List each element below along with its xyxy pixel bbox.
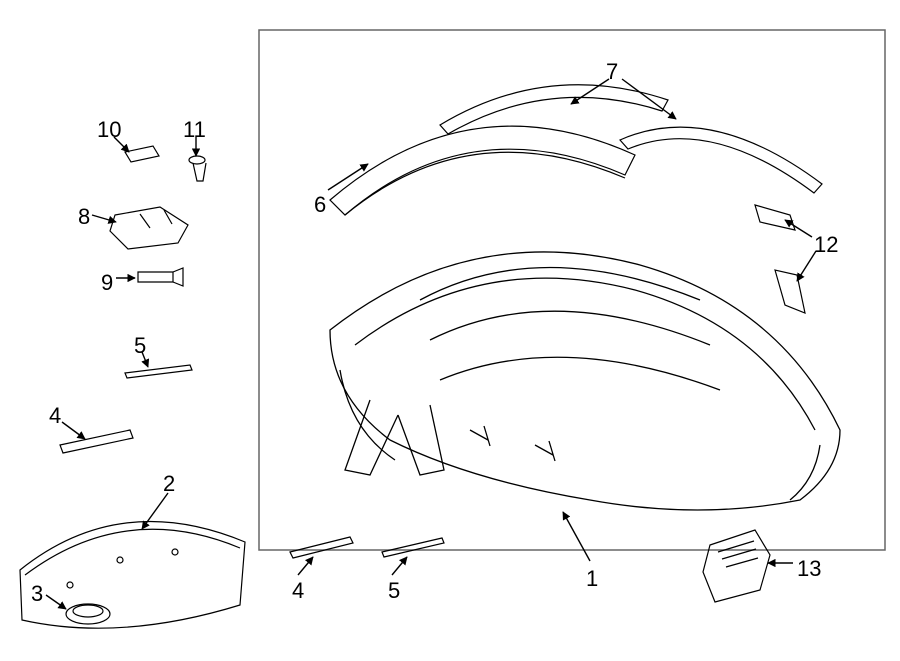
part-11-screw	[189, 156, 206, 181]
part-13-housing	[703, 530, 770, 602]
callout-label-8: 8	[78, 204, 90, 230]
callout-arrow-3	[46, 595, 66, 609]
part-6-panel	[330, 126, 635, 215]
part-2-header	[20, 522, 245, 629]
part-12-guides	[755, 205, 805, 313]
part-4-strips	[60, 430, 353, 558]
callout-label-7: 7	[606, 59, 618, 85]
callout-arrow-4	[298, 557, 313, 575]
diagram-svg	[0, 0, 900, 661]
callout-arrow-7	[571, 79, 609, 104]
callout-label-5: 5	[134, 333, 146, 359]
callout-arrow-2	[142, 493, 168, 529]
callout-label-2: 2	[163, 471, 175, 497]
callout-label-5: 5	[388, 578, 400, 604]
diagram-stage: 1234455678910111213	[0, 0, 900, 661]
callout-label-12: 12	[814, 232, 838, 258]
part-5-trims	[125, 365, 444, 557]
callout-arrow-1	[563, 512, 590, 561]
callout-label-9: 9	[101, 270, 113, 296]
part-7-finishers	[440, 85, 822, 193]
part-3-latch	[66, 604, 110, 624]
part-9-bolt	[138, 268, 183, 286]
callout-label-11: 11	[183, 117, 206, 143]
callout-label-10: 10	[97, 117, 121, 143]
callout-arrow-5	[392, 557, 407, 575]
callout-label-13: 13	[797, 556, 821, 582]
part-8-bracket	[110, 207, 188, 249]
callout-arrow-4	[62, 422, 85, 439]
callout-arrow-8	[92, 215, 116, 222]
callout-label-6: 6	[314, 192, 326, 218]
callout-label-1: 1	[586, 566, 598, 592]
callout-label-3: 3	[31, 581, 43, 607]
part-1-frame	[330, 252, 840, 510]
callout-arrow-7	[622, 79, 676, 119]
callout-label-4: 4	[49, 403, 61, 429]
callout-label-4: 4	[292, 578, 304, 604]
part-10-clip	[125, 146, 159, 162]
